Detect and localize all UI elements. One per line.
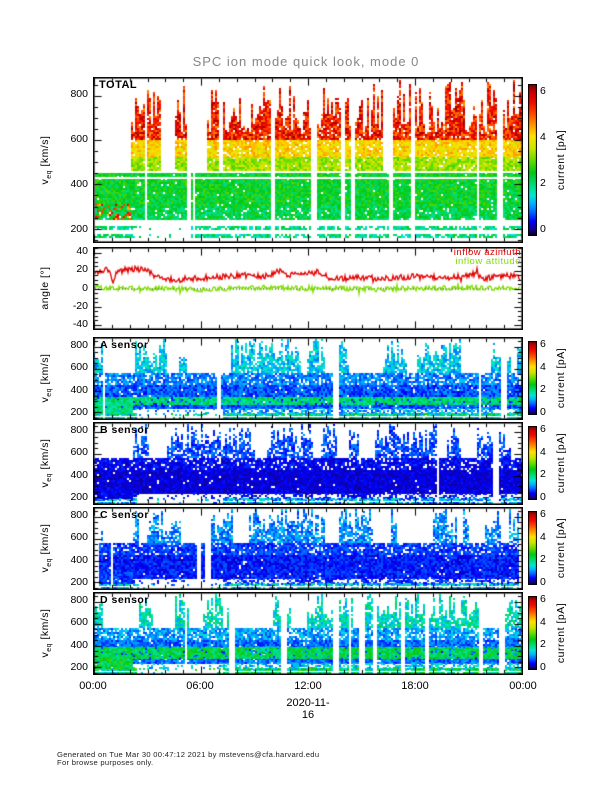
total-spectrogram-canvas <box>93 77 523 243</box>
sensor-d-y-axis-label: veq [km/s] <box>38 608 54 658</box>
angle-ytick-40: 40 <box>76 244 88 257</box>
sensor_c-cbtick-0: 0 <box>540 575 546 588</box>
footer-generated-line: Generated on Tue Mar 30 00:47:12 2021 by… <box>57 750 320 759</box>
sensor_c-cbtick-2: 2 <box>540 553 546 566</box>
total-colorbar <box>528 84 537 236</box>
sensor_c-ytick-200: 200 <box>70 576 88 589</box>
sensor-d-colorbar-label: current [pA] <box>555 602 567 664</box>
sensor-a-spectrogram-canvas <box>93 337 523 420</box>
sensor_b-ytick-400: 400 <box>70 468 88 481</box>
sensor_b-ytick-800: 800 <box>70 423 88 436</box>
sensor_a-ytick-400: 400 <box>70 383 88 396</box>
sensor-c-colorbar-label: current [pA] <box>555 517 567 579</box>
legend-inflow-azimuth: inflow azimuth <box>453 247 521 258</box>
x-tick-0600: 06:00 <box>186 680 214 692</box>
sensor_b-ytick-600: 600 <box>70 446 88 459</box>
sensor_d-ytick-800: 800 <box>70 593 88 606</box>
x-tick-0000a: 00:00 <box>79 680 107 692</box>
legend-inflow-attitude: inflow attitude <box>455 256 521 267</box>
sensor-a-colorbar <box>528 341 537 415</box>
sensor_b-cbtick-2: 2 <box>540 468 546 481</box>
total-cbtick-0: 0 <box>540 223 546 236</box>
sensor-a-colorbar-label: current [pA] <box>555 347 567 409</box>
x-tick-1200: 12:00 <box>294 680 322 692</box>
sensor_d-cbtick-2: 2 <box>540 638 546 651</box>
page-title: SPC ion mode quick look, mode 0 <box>192 54 420 69</box>
total-cbtick-4: 4 <box>540 130 546 143</box>
sensor_a-ytick-600: 600 <box>70 361 88 374</box>
sensor_b-cbtick-6: 6 <box>540 423 546 436</box>
sensor_b-ytick-200: 200 <box>70 491 88 504</box>
angle-ytick--20: -20 <box>72 299 88 312</box>
sensor-b-y-axis-label: veq [km/s] <box>38 438 54 488</box>
sensor_d-cbtick-4: 4 <box>540 615 546 628</box>
sensor_a-cbtick-2: 2 <box>540 383 546 396</box>
total-cbtick-6: 6 <box>540 84 546 97</box>
sensor_a-ytick-800: 800 <box>70 338 88 351</box>
angle-ytick-20: 20 <box>76 263 88 276</box>
x-tick-1800: 18:00 <box>401 680 429 692</box>
sensor_d-ytick-200: 200 <box>70 661 88 674</box>
sensor-a-y-axis-label: veq [km/s] <box>38 353 54 403</box>
footer-browse-line: For browse purposes only. <box>57 758 154 767</box>
total-panel-label: TOTAL <box>99 79 138 91</box>
total-ytick-400: 400 <box>70 177 88 190</box>
angle-ytick--40: -40 <box>72 318 88 331</box>
total-ytick-200: 200 <box>70 222 88 235</box>
sensor-d-colorbar <box>528 596 537 670</box>
total-ytick-800: 800 <box>70 87 88 100</box>
sensor-b-panel-label: B sensor <box>100 424 149 436</box>
sensor_a-cbtick-4: 4 <box>540 360 546 373</box>
sensor_d-cbtick-0: 0 <box>540 660 546 673</box>
sensor_c-ytick-800: 800 <box>70 508 88 521</box>
sensor_d-ytick-400: 400 <box>70 638 88 651</box>
total-ytick-600: 600 <box>70 132 88 145</box>
x-tick-0000b: 00:00 <box>509 680 537 692</box>
sensor-c-panel-label: C sensor <box>100 509 149 521</box>
total-cbtick-2: 2 <box>540 177 546 190</box>
sensor_b-cbtick-4: 4 <box>540 445 546 458</box>
angle-y-axis-label: angle [°] <box>38 266 51 310</box>
sensor_d-ytick-600: 600 <box>70 616 88 629</box>
sensor_c-cbtick-6: 6 <box>540 508 546 521</box>
angle-ytick-0: 0 <box>82 281 88 294</box>
sensor_d-cbtick-6: 6 <box>540 593 546 606</box>
sensor_c-cbtick-4: 4 <box>540 530 546 543</box>
sensor-a-panel-label: A sensor <box>100 339 149 351</box>
sensor-b-colorbar-label: current [pA] <box>555 432 567 494</box>
sensor-b-spectrogram-canvas <box>93 422 523 505</box>
sensor-c-colorbar <box>528 511 537 585</box>
sensor-c-y-axis-label: veq [km/s] <box>38 523 54 573</box>
sensor_a-cbtick-6: 6 <box>540 338 546 351</box>
sensor-c-spectrogram-canvas <box>93 507 523 590</box>
sensor_a-ytick-200: 200 <box>70 406 88 419</box>
sensor_b-cbtick-0: 0 <box>540 490 546 503</box>
sensor-b-colorbar <box>528 426 537 500</box>
inflow-angle-plot-canvas <box>93 247 523 330</box>
x-axis-date-label: 2020-11-16 <box>286 697 330 721</box>
sensor-d-panel-label: D sensor <box>100 594 149 606</box>
total-y-axis-label: veq [km/s] <box>38 135 54 185</box>
sensor-d-spectrogram-canvas <box>93 592 523 675</box>
sensor_a-cbtick-0: 0 <box>540 405 546 418</box>
sensor_c-ytick-600: 600 <box>70 531 88 544</box>
sensor_c-ytick-400: 400 <box>70 553 88 566</box>
